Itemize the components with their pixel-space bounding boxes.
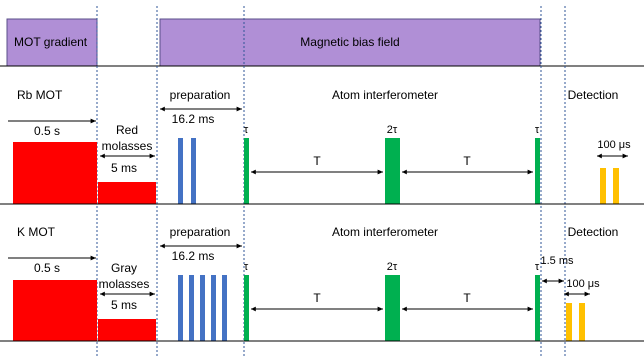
- k-prep-pulse: [222, 275, 227, 341]
- k-molasses-label-1: Gray: [111, 261, 137, 275]
- rb-detection-pulse-2: [613, 168, 619, 204]
- k-mot-duration: 0.5 s: [34, 261, 60, 275]
- rb-molasses-duration: 5 ms: [111, 161, 137, 175]
- mot-gradient-bar: [6, 18, 98, 67]
- rb-T1-label: T: [313, 154, 321, 168]
- k-tau-3: τ: [535, 261, 540, 273]
- k-tau-1: τ: [244, 261, 249, 273]
- rb-prep-label: preparation: [170, 88, 231, 102]
- k-prep-pulse: [189, 275, 194, 341]
- k-molasses-duration: 5 ms: [111, 298, 137, 312]
- k-tau-2: 2τ: [387, 261, 398, 273]
- k-detection-spacing: 100 μs: [566, 278, 600, 290]
- rb-prep-duration: 16.2 ms: [172, 112, 215, 126]
- rb-prep-pulse: [191, 138, 196, 204]
- k-detection-pulse-2: [579, 303, 585, 341]
- k-molasses-label-2: molasses: [99, 277, 150, 291]
- k-T1-label: T: [313, 291, 321, 305]
- k-mot-pulse: [13, 280, 97, 341]
- bias-field-label: Magnetic bias field: [300, 35, 399, 49]
- rb-mot-label: Rb MOT: [17, 88, 63, 102]
- rb-tau-2: 2τ: [387, 124, 398, 136]
- rb-prep-pulses: [178, 138, 196, 204]
- rb-T2-label: T: [463, 154, 471, 168]
- rb-molasses-label-1: Red: [116, 123, 138, 137]
- k-prep-duration: 16.2 ms: [172, 249, 215, 263]
- rb-2tau-pulse: [385, 138, 400, 204]
- rb-molasses-label-2: molasses: [102, 139, 153, 153]
- rb-tau-pulse-1: [244, 138, 249, 204]
- k-mot-label: K MOT: [17, 225, 56, 239]
- rb-mot-duration: 0.5 s: [34, 124, 60, 138]
- k-prep-pulses: [178, 275, 227, 341]
- rb-molasses-pulse: [98, 182, 156, 204]
- rb-detection-spacing: 100 μs: [597, 139, 631, 151]
- k-interferometer-label: Atom interferometer: [332, 225, 438, 239]
- mot-gradient-label: MOT gradient: [14, 35, 88, 49]
- field-timeline: MOT gradient Magnetic bias field: [0, 18, 644, 67]
- rb-tau-3: τ: [535, 124, 540, 136]
- rb-prep-pulse: [178, 138, 183, 204]
- k-prep-label: preparation: [170, 225, 231, 239]
- rb-interferometer-label: Atom interferometer: [332, 88, 438, 102]
- k-prep-pulse: [178, 275, 183, 341]
- k-prep-pulse: [211, 275, 216, 341]
- k-2tau-pulse: [385, 275, 400, 341]
- k-prep-pulse: [200, 275, 205, 341]
- k-sequence-row: K MOT 0.5 s Gray molasses 5 ms preparati…: [0, 225, 644, 342]
- rb-detection-label: Detection: [568, 88, 619, 102]
- k-detection-delay: 1.5 ms: [540, 255, 574, 267]
- k-T2-label: T: [463, 291, 471, 305]
- rb-mot-pulse: [13, 142, 97, 204]
- k-molasses-pulse: [98, 319, 156, 341]
- rb-tau-pulse-3: [535, 138, 540, 204]
- rb-tau-1: τ: [244, 124, 249, 136]
- k-detection-label: Detection: [568, 225, 619, 239]
- k-detection-pulse-1: [566, 303, 572, 341]
- rb-sequence-row: Rb MOT 0.5 s Red molasses 5 ms preparati…: [0, 88, 644, 205]
- k-tau-pulse-1: [244, 275, 249, 341]
- rb-detection-pulse-1: [600, 168, 606, 204]
- k-tau-pulse-3: [535, 275, 540, 341]
